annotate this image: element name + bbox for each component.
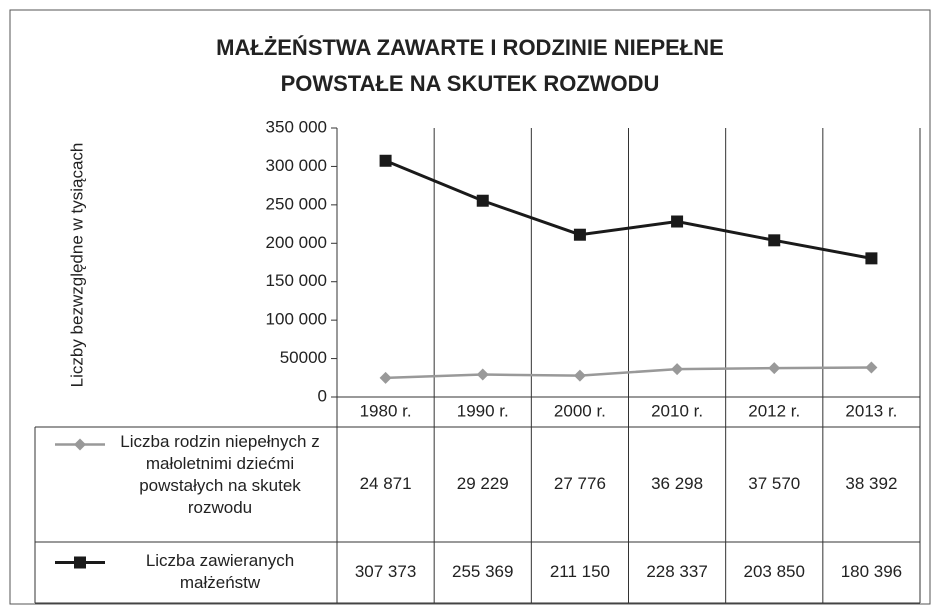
table-value: 203 850 <box>744 562 805 581</box>
marker <box>671 363 684 376</box>
marker <box>573 369 586 382</box>
y-tick-label: 50000 <box>280 348 327 367</box>
x-tick-label: 2010 r. <box>651 401 703 420</box>
legend-label: Liczba zawieranych małżeństw <box>145 551 295 592</box>
y-tick-label: 0 <box>318 386 327 405</box>
marker <box>379 154 392 167</box>
table-value: 228 337 <box>646 562 707 581</box>
y-tick-label: 150 000 <box>266 271 327 290</box>
marker <box>476 194 489 207</box>
legend-marker <box>74 438 86 451</box>
series-line <box>385 366 872 380</box>
frame <box>9 9 931 605</box>
table-value: 180 396 <box>841 562 902 581</box>
legend-marker <box>74 556 86 569</box>
table-value: 307 373 <box>355 562 416 581</box>
y-tick-label: 200 000 <box>266 233 327 252</box>
marker <box>476 368 489 381</box>
legend-label: Liczba rodzin niepełnych z małoletnimi d… <box>120 432 320 517</box>
y-axis-label: Liczby bezwzględne w tysiącach <box>67 143 86 388</box>
x-tick-label: 2000 r. <box>554 401 606 420</box>
y-tick-label: 350 000 <box>266 117 327 136</box>
marker <box>865 361 878 374</box>
x-tick-label: 2012 r. <box>748 401 800 420</box>
table-value: 37 570 <box>748 474 800 493</box>
marker <box>865 252 878 265</box>
table-value: 38 392 <box>845 474 897 493</box>
y-tick-label: 100 000 <box>266 310 327 329</box>
table-value: 211 150 <box>550 562 610 581</box>
series-line <box>385 159 872 260</box>
chart-title: MAŁŻEŃSTWA ZAWARTE I RODZINIE NIEPEŁNE P… <box>216 35 724 96</box>
y-tick-label: 300 000 <box>266 156 327 175</box>
table-value: 255 369 <box>452 562 513 581</box>
x-tick-label: 1980 r. <box>360 401 412 420</box>
marker <box>379 371 392 384</box>
marker <box>573 228 586 241</box>
marker <box>671 215 684 228</box>
x-tick-label: 1990 r. <box>457 401 509 420</box>
y-tick-label: 250 000 <box>266 194 327 213</box>
table-value: 27 776 <box>554 474 606 493</box>
table-value: 29 229 <box>457 474 509 493</box>
marker <box>768 234 781 247</box>
x-tick-label: 2013 r. <box>845 401 897 420</box>
table-value: 24 871 <box>360 474 412 493</box>
marker <box>768 362 781 375</box>
table-value: 36 298 <box>651 474 703 493</box>
